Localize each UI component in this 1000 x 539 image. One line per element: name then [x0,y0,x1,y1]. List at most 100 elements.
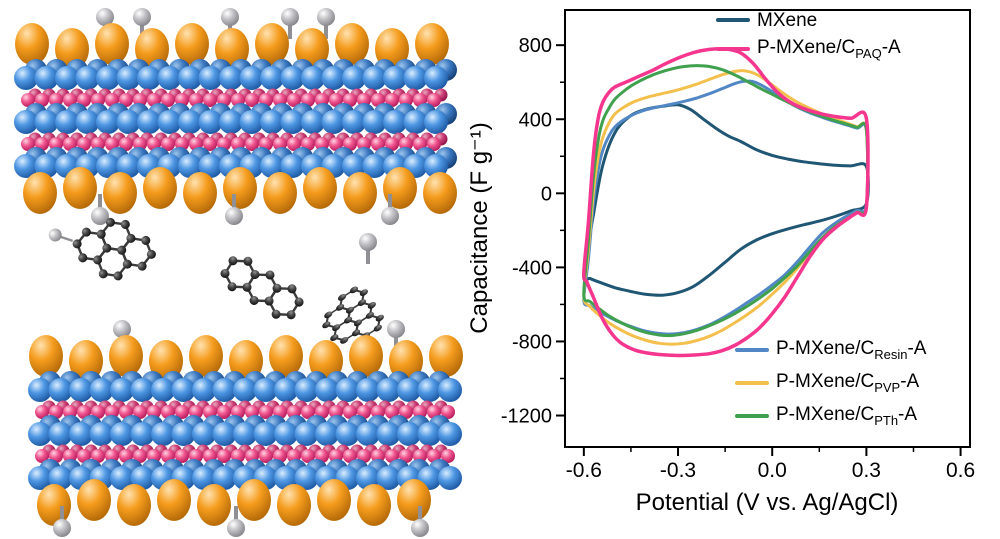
x-tick-label: 0.6 [946,459,975,482]
mxene-atom [198,154,223,178]
interlayer-atom [329,93,343,107]
mxene-atom [171,422,196,446]
carbon-atom [242,282,252,292]
mxene-atom [48,378,73,402]
interlayer-atom [357,137,371,151]
mxene-atom [48,422,73,446]
carbon-molecule [48,217,156,281]
mxene-atom [239,110,264,134]
mxene-atom [294,466,319,490]
carbon-atom [322,321,331,329]
interlayer-atom [119,93,133,107]
mxene-atom [342,110,366,134]
mxene-atom [280,154,305,178]
mxene-atom [151,422,175,446]
mxene-atom [69,378,93,402]
interlayer-atom [343,405,357,419]
mxene-atom [34,66,59,90]
interlayer-atom [63,137,77,151]
mxene-atom [89,378,114,402]
x-tick-label: -0.6 [566,459,602,482]
mxene-atom [253,378,278,402]
mxene-atom [260,154,284,178]
mxene-atom [376,422,401,446]
mxene-atom [239,66,264,90]
carbon-atom [324,311,333,319]
chart-axes: -0.6 -0.3 0.0 0.3 0.6 800 400 0 -400 -800 -1200 [501,9,975,482]
y-tick-label: -1200 [501,406,552,428]
mxene-atom [151,378,175,402]
carbon-atom [344,316,353,324]
carbon-atom [340,336,349,344]
carbon-atom [243,256,253,266]
legend-label: P-MXene/CPAQ-A [757,37,901,61]
carbon-atom [359,289,368,296]
carbon-atom [81,227,91,237]
mxene-atom [178,154,202,178]
interlayer-atom [301,449,315,463]
mxene-atom [212,378,237,402]
mxene-atom [315,422,339,446]
mxene-atom [280,66,305,90]
mxene-atom [294,422,319,446]
mxene-atom [69,422,93,446]
mxene-atom [110,378,134,402]
legend-swatch [735,348,769,352]
mxene-atom [178,66,202,90]
carbon-atom [227,282,237,292]
interlayer-atom [343,449,357,463]
mxene-atom [137,110,161,134]
interlayer-atom [287,137,301,151]
chart-series [582,47,870,358]
interlayer-atom [245,93,259,107]
orange-surface-group [263,172,297,214]
legend-item: P-MXene/CPVP-A [735,371,926,395]
interlayer-atom [133,405,147,419]
interlayer-atom [175,449,189,463]
interlayer-atom [301,405,315,419]
mxene-atom [116,110,141,134]
y-tick-label: -400 [512,257,552,279]
gray-termination-sphere [381,207,399,225]
interlayer-atom [385,137,399,151]
gray-termination-sphere [113,320,131,338]
gray-termination-sphere [359,233,377,251]
legend-label: MXene [757,9,818,31]
carbon-atom [146,249,156,259]
gray-atom [48,228,62,242]
carbon-atom [367,301,376,309]
orange-surface-group [255,23,289,65]
gray-termination-sphere [317,8,335,26]
carbon-atom [264,296,274,306]
interlayer-atom [63,93,77,107]
interlayer-atom [21,93,35,107]
orange-surface-group [23,172,57,214]
orange-surface-group [69,340,103,382]
mxene-atom [130,466,155,490]
cv-curve-P-MXene/C_Resin-A [582,79,870,336]
mxene-atom [212,422,237,446]
orange-surface-group [423,172,457,214]
mxene-atom [178,110,202,134]
interlayer-atom [21,137,35,151]
carbon-atom [102,243,112,253]
mxene-atom [157,110,182,134]
carbon-atom [141,235,151,245]
carbon-atom [93,255,103,265]
mxene-atom [55,110,79,134]
orange-surface-group [15,23,49,65]
mxene-schematic [14,8,463,537]
orange-surface-group [157,479,191,521]
mxene-atom [137,66,161,90]
legend-bottom: P-MXene/CResin-A P-MXene/CPVP-A P-MXene/CP… [735,338,926,428]
interlayer-atom [441,405,455,419]
mxene-atom [34,110,59,134]
carbon-atom [375,314,384,322]
legend-item: P-MXene/CResin-A [735,338,926,362]
carbon-atom [271,309,281,319]
mxene-atom [192,378,216,402]
mxene-atom [376,466,401,490]
interlayer-atom [259,405,273,419]
mxene-atom [34,154,59,178]
interlayer-atom [203,137,217,151]
